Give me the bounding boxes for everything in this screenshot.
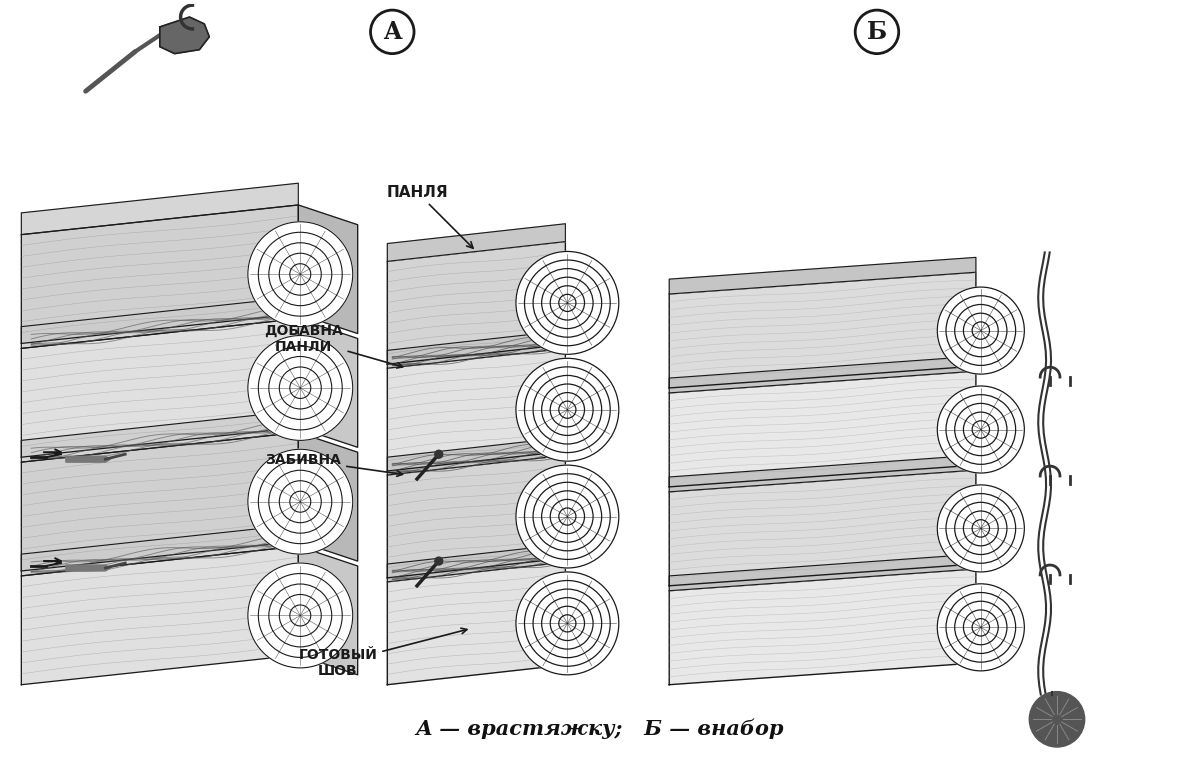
Circle shape — [516, 251, 619, 354]
Text: ПАНЛЯ: ПАНЛЯ — [386, 184, 473, 248]
Circle shape — [248, 449, 353, 554]
Polygon shape — [388, 242, 565, 364]
Polygon shape — [299, 205, 358, 333]
Circle shape — [371, 10, 414, 54]
Polygon shape — [670, 470, 976, 586]
Text: A: A — [383, 20, 402, 44]
Polygon shape — [388, 438, 565, 475]
Text: Б: Б — [866, 20, 887, 44]
Polygon shape — [670, 272, 976, 388]
Polygon shape — [299, 319, 358, 447]
Polygon shape — [388, 455, 565, 578]
Polygon shape — [670, 554, 976, 591]
Circle shape — [248, 563, 353, 668]
Polygon shape — [670, 257, 976, 294]
Text: ДОБАВНА
ПАНЛИ: ДОБАВНА ПАНЛИ — [264, 323, 403, 368]
Circle shape — [248, 336, 353, 440]
Circle shape — [937, 287, 1025, 374]
Circle shape — [516, 359, 619, 461]
Circle shape — [248, 222, 353, 326]
Text: ЗАБИВНА: ЗАБИВНА — [265, 453, 402, 476]
Circle shape — [856, 10, 899, 54]
Circle shape — [937, 485, 1025, 572]
Circle shape — [1030, 692, 1085, 747]
Circle shape — [516, 465, 619, 568]
Polygon shape — [22, 297, 299, 349]
Polygon shape — [670, 569, 976, 685]
Text: ГОТОВЫЙ
ШОВ: ГОТОВЫЙ ШОВ — [299, 628, 467, 678]
Polygon shape — [388, 330, 565, 368]
Circle shape — [937, 584, 1025, 671]
Circle shape — [516, 572, 619, 675]
Circle shape — [937, 386, 1025, 473]
Circle shape — [434, 557, 443, 565]
Polygon shape — [22, 184, 299, 235]
Polygon shape — [670, 371, 976, 487]
Polygon shape — [22, 525, 299, 576]
Polygon shape — [388, 349, 565, 471]
Text: А — врастяжку;   Б — внабор: А — врастяжку; Б — внабор — [415, 719, 785, 740]
Polygon shape — [160, 17, 209, 54]
Polygon shape — [388, 223, 565, 261]
Polygon shape — [22, 546, 299, 685]
Polygon shape — [670, 356, 976, 393]
Polygon shape — [22, 205, 299, 343]
Polygon shape — [388, 545, 565, 582]
Polygon shape — [388, 562, 565, 685]
Polygon shape — [22, 411, 299, 462]
Circle shape — [434, 450, 443, 458]
Polygon shape — [299, 432, 358, 561]
Polygon shape — [299, 546, 358, 675]
Polygon shape — [66, 456, 110, 462]
Polygon shape — [66, 565, 110, 571]
Polygon shape — [22, 319, 299, 457]
Polygon shape — [670, 455, 976, 492]
Polygon shape — [22, 432, 299, 571]
